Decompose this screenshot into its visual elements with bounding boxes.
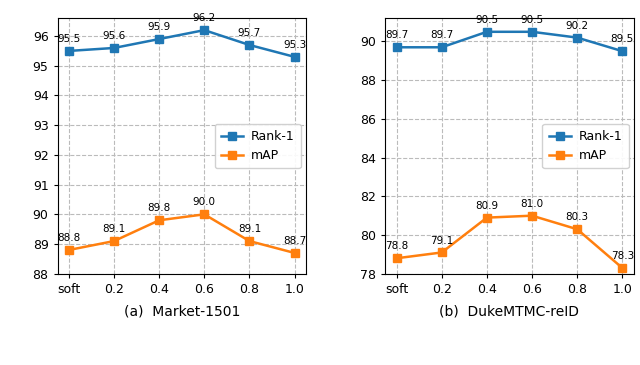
Line: Rank-1: Rank-1	[392, 28, 627, 55]
Text: 89.7: 89.7	[385, 30, 408, 41]
Line: mAP: mAP	[65, 210, 299, 257]
Text: 78.8: 78.8	[385, 241, 408, 251]
Rank-1	[438, 45, 445, 50]
Text: 95.6: 95.6	[102, 31, 125, 41]
mAP	[65, 248, 73, 252]
Text: 78.3: 78.3	[611, 251, 634, 261]
mAP	[110, 239, 118, 243]
Text: 96.2: 96.2	[193, 13, 216, 23]
Text: 89.1: 89.1	[102, 224, 125, 234]
mAP	[438, 250, 445, 255]
mAP	[393, 256, 401, 261]
mAP	[483, 215, 491, 220]
Legend: Rank-1, mAP: Rank-1, mAP	[542, 124, 628, 168]
Text: 95.7: 95.7	[238, 28, 261, 38]
Text: 90.5: 90.5	[520, 15, 543, 25]
mAP	[618, 266, 626, 270]
Rank-1	[246, 43, 253, 47]
Rank-1	[528, 30, 536, 34]
Text: 80.9: 80.9	[476, 201, 499, 211]
Rank-1	[156, 37, 163, 41]
Text: 81.0: 81.0	[520, 199, 543, 209]
Text: 88.7: 88.7	[283, 236, 306, 246]
mAP	[200, 212, 208, 216]
Text: 89.1: 89.1	[238, 224, 261, 234]
Rank-1	[393, 45, 401, 50]
mAP	[291, 251, 298, 255]
X-axis label: (b)  DukeMTMC-reID: (b) DukeMTMC-reID	[440, 304, 579, 318]
Text: 90.0: 90.0	[193, 197, 216, 207]
Rank-1	[110, 46, 118, 50]
Text: 95.5: 95.5	[57, 34, 81, 44]
Text: 89.8: 89.8	[148, 203, 171, 213]
Text: 95.9: 95.9	[148, 22, 171, 32]
Rank-1	[291, 55, 298, 59]
mAP	[246, 239, 253, 243]
Text: 95.3: 95.3	[283, 40, 306, 50]
Text: 79.1: 79.1	[430, 235, 453, 246]
Line: mAP: mAP	[392, 211, 627, 272]
mAP	[528, 214, 536, 218]
Text: 89.7: 89.7	[430, 30, 453, 41]
Legend: Rank-1, mAP: Rank-1, mAP	[214, 124, 301, 168]
Text: 90.5: 90.5	[476, 15, 499, 25]
Rank-1	[483, 30, 491, 34]
mAP	[156, 218, 163, 222]
Text: 90.2: 90.2	[566, 21, 589, 31]
Text: 89.5: 89.5	[611, 34, 634, 44]
Rank-1	[65, 49, 73, 53]
Text: 80.3: 80.3	[566, 212, 589, 222]
Rank-1	[573, 35, 581, 40]
Rank-1	[200, 28, 208, 32]
X-axis label: (a)  Market-1501: (a) Market-1501	[124, 304, 240, 318]
Rank-1	[618, 49, 626, 53]
Line: Rank-1: Rank-1	[65, 26, 299, 61]
mAP	[573, 227, 581, 231]
Text: 88.8: 88.8	[57, 233, 81, 243]
